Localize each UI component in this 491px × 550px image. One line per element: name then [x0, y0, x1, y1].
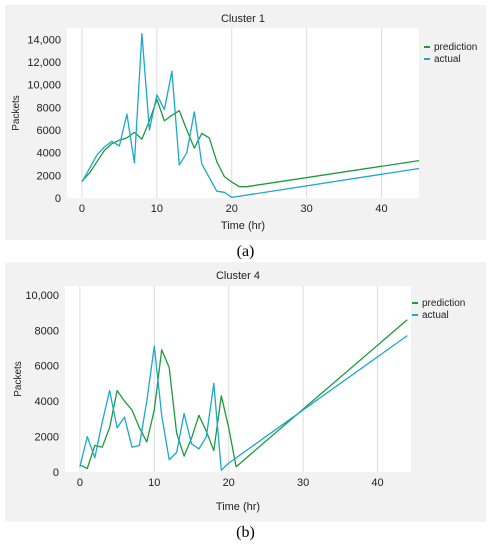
series-line-prediction — [81, 98, 420, 188]
x-axis-label: Time (hr) — [221, 220, 265, 232]
y-tick-label: 0 — [53, 467, 59, 479]
legend-label-prediction: prediction — [434, 42, 477, 53]
caption-a: (a) — [236, 243, 255, 260]
y-tick-label: 6000 — [37, 125, 61, 137]
y-tick-label: 12,000 — [27, 57, 61, 69]
plot-area — [67, 28, 419, 198]
caption-b: (b) — [236, 524, 255, 541]
y-tick-label: 0 — [55, 193, 61, 205]
y-tick-label: 4000 — [35, 396, 59, 408]
legend-label-prediction: prediction — [422, 298, 465, 309]
x-axis-label: Time (hr) — [216, 501, 260, 513]
x-tick-label: 30 — [297, 477, 309, 489]
plot-area — [65, 286, 411, 472]
y-axis-label: Packets — [13, 361, 24, 397]
chart-panel-cluster-4: 0 10 20 30 40 0 2000 4000 6000 8000 10,000 Cluster … — [5, 262, 486, 522]
y-tick-label: 8000 — [35, 325, 59, 337]
series-line-actual — [81, 33, 420, 199]
chart-panel-cluster-1: 0 10 20 30 40 0 2000 4000 6000 8000 10,000 12,000 14… — [5, 5, 486, 240]
x-tick-label: 0 — [79, 203, 85, 215]
x-tick-label: 40 — [371, 477, 383, 489]
y-tick-label: 8000 — [37, 102, 61, 114]
chart-cluster-1: 0 10 20 30 40 0 2000 4000 6000 8000 10,000 12,000 14… — [11, 13, 477, 232]
y-tick-label: 2000 — [35, 432, 59, 444]
y-tick-label: 6000 — [35, 361, 59, 373]
y-tick-label: 14,000 — [27, 34, 61, 46]
x-tick-label: 0 — [77, 477, 83, 489]
x-tick-label: 30 — [301, 203, 313, 215]
chart-title: Cluster 1 — [221, 13, 265, 25]
chart-cluster-4: 0 10 20 30 40 0 2000 4000 6000 8000 10,000 Cluster … — [13, 270, 465, 513]
legend-label-actual: actual — [422, 310, 449, 321]
chart-title: Cluster 4 — [216, 270, 260, 282]
legend-label-actual: actual — [434, 54, 461, 65]
y-tick-label: 2000 — [37, 170, 61, 182]
x-tick-label: 10 — [151, 203, 163, 215]
y-tick-label: 10,000 — [25, 290, 59, 302]
x-tick-label: 40 — [375, 203, 387, 215]
y-axis-label: Packets — [11, 95, 22, 131]
y-tick-label: 10,000 — [27, 80, 61, 92]
series-line-prediction — [79, 319, 408, 470]
x-tick-label: 20 — [226, 203, 238, 215]
x-tick-label: 20 — [223, 477, 235, 489]
y-tick-label: 4000 — [37, 148, 61, 160]
x-tick-label: 10 — [148, 477, 160, 489]
series-line-actual — [79, 335, 408, 471]
